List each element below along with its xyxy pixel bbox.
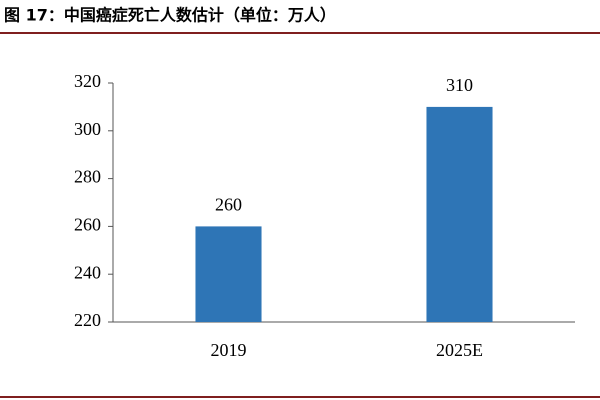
y-tick-label: 220	[74, 310, 101, 330]
data-label: 260	[215, 195, 242, 215]
y-tick-label: 320	[74, 71, 101, 91]
bar	[426, 106, 493, 323]
y-tick-label: 300	[74, 119, 101, 139]
y-tick-label: 240	[74, 262, 101, 282]
y-tick-label: 280	[74, 167, 101, 187]
x-tick-label: 2019	[211, 340, 247, 360]
data-label: 310	[446, 75, 473, 95]
chart-title: 图 17：中国癌症死亡人数估计（单位：万人）	[4, 6, 336, 25]
x-tick-label: 2025E	[436, 340, 483, 360]
y-tick-label: 260	[74, 215, 101, 235]
bar	[195, 226, 262, 322]
